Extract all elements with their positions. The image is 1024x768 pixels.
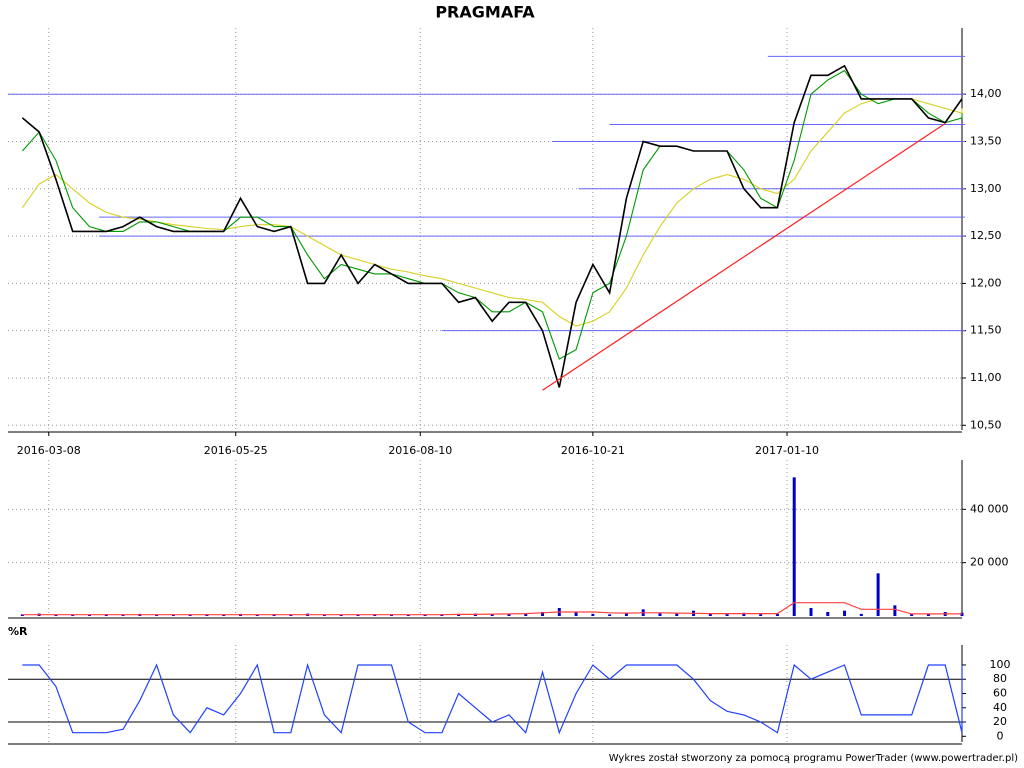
price-line: [21, 69, 963, 360]
volume-bar: [71, 614, 75, 616]
volume-bar: [775, 613, 779, 616]
volume-bar: [960, 613, 964, 616]
y-tick-label: 12,50: [970, 229, 1002, 242]
chart-title: PRAGMAFA: [435, 3, 535, 22]
volume-bar: [406, 614, 410, 616]
volume-bar: [339, 614, 343, 616]
volume-bar: [826, 612, 830, 616]
volume-bar: [507, 614, 511, 616]
x-tick-label: 2017-01-10: [755, 444, 819, 457]
volume-bar: [524, 613, 528, 616]
x-tick-label: 2016-10-21: [561, 444, 625, 457]
panel-title: %R: [8, 625, 28, 638]
volume-bar: [725, 613, 729, 616]
volume-bar: [591, 613, 595, 616]
footer: Wykres został stworzony za pomocą progra…: [609, 753, 1018, 764]
volume-bar: [792, 477, 796, 616]
y-tick-label: 12,00: [970, 276, 1002, 289]
y-tick-label: 13,00: [970, 182, 1002, 195]
volume-bar: [658, 613, 662, 616]
y-tick-label: 14,00: [970, 87, 1002, 100]
volume-bar: [876, 573, 880, 616]
volume-bar: [675, 613, 679, 616]
volume-bar: [574, 612, 578, 616]
y-tick-label: 13,50: [970, 135, 1002, 148]
volume-bar: [742, 612, 746, 616]
y-tick-label: 11,00: [970, 371, 1002, 384]
volume-bar: [490, 613, 494, 616]
volume-bar: [541, 612, 545, 616]
y-tick-label: 11,50: [970, 324, 1002, 337]
x-tick-label: 2016-05-25: [204, 444, 268, 457]
y-tick-label: 80: [993, 672, 1007, 685]
y-tick-label: 20: [993, 715, 1007, 728]
volume-bar: [759, 614, 763, 616]
volume-bar: [624, 612, 628, 616]
indicator-line: [22, 662, 963, 735]
volume-bar: [910, 613, 914, 616]
volume-bar: [926, 613, 930, 616]
y-tick-label: 60: [993, 687, 1007, 700]
volume-bar: [893, 605, 897, 616]
y-tick-label: 100: [990, 658, 1011, 671]
x-tick-label: 2016-08-10: [388, 444, 452, 457]
y-tick-label: 20 000: [970, 556, 1009, 569]
y-tick-label: 10,50: [970, 418, 1002, 431]
x-tick-label: 2016-03-08: [17, 444, 81, 457]
volume-bar: [171, 614, 175, 616]
volume-bar: [843, 610, 847, 616]
y-tick-label: 40 000: [970, 502, 1009, 515]
volume-bar: [809, 608, 813, 616]
price-line: [21, 64, 963, 388]
volume-average-line: [22, 602, 962, 616]
y-tick-label: 40: [993, 701, 1007, 714]
volume-bar: [859, 613, 863, 616]
trend-line: [542, 122, 946, 391]
volume-bar: [608, 614, 612, 616]
volume-bar: [708, 613, 712, 616]
y-tick-label: 0: [997, 729, 1004, 742]
price-line: [21, 98, 963, 327]
volume-bar: [20, 614, 24, 616]
